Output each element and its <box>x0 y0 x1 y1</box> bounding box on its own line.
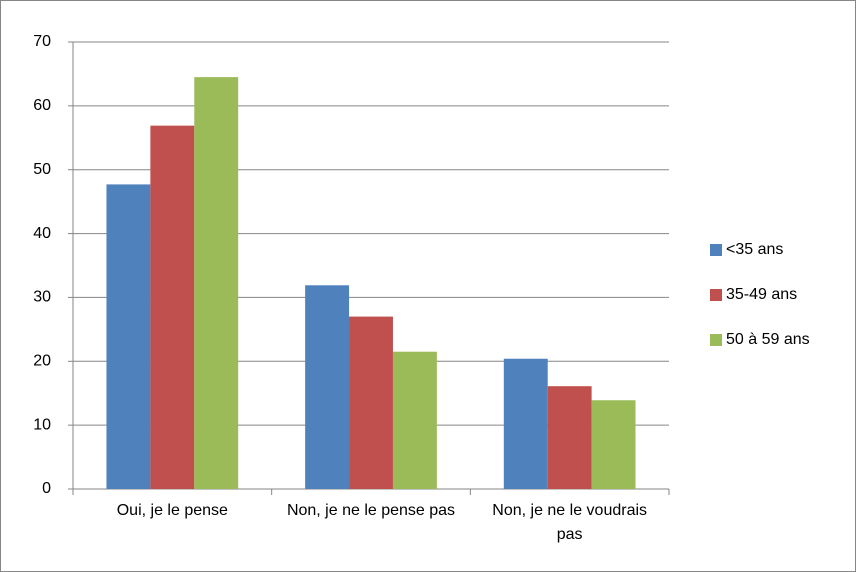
bar <box>503 358 548 489</box>
bar <box>392 351 437 489</box>
legend-swatch <box>710 244 722 256</box>
y-tick-label: 30 <box>33 289 51 306</box>
y-tick-label: 70 <box>33 33 51 50</box>
y-tick-label: 60 <box>33 97 51 114</box>
legend-label: 35-49 ans <box>726 286 797 303</box>
y-tick-label: 10 <box>33 416 51 433</box>
x-tick-label: Non, je ne le pense pas <box>286 502 456 519</box>
bar <box>591 400 636 489</box>
legend-label: 50 à 59 ans <box>726 331 810 348</box>
y-tick-label: 50 <box>33 161 51 178</box>
bar <box>194 77 239 489</box>
bar <box>349 316 393 489</box>
bar <box>150 125 195 489</box>
bar <box>106 184 151 489</box>
x-tick-label: Oui, je le pense <box>116 502 228 519</box>
legend-swatch <box>710 334 722 346</box>
legend-label: <35 ans <box>726 241 783 258</box>
y-tick-label: 0 <box>42 480 51 497</box>
legend-swatch <box>710 289 722 301</box>
x-tick-label: Non, je ne le voudrais pas <box>492 502 648 543</box>
y-tick-label: 40 <box>33 225 51 242</box>
y-tick-label: 20 <box>33 353 51 370</box>
bar <box>305 285 350 489</box>
bar <box>547 386 592 489</box>
